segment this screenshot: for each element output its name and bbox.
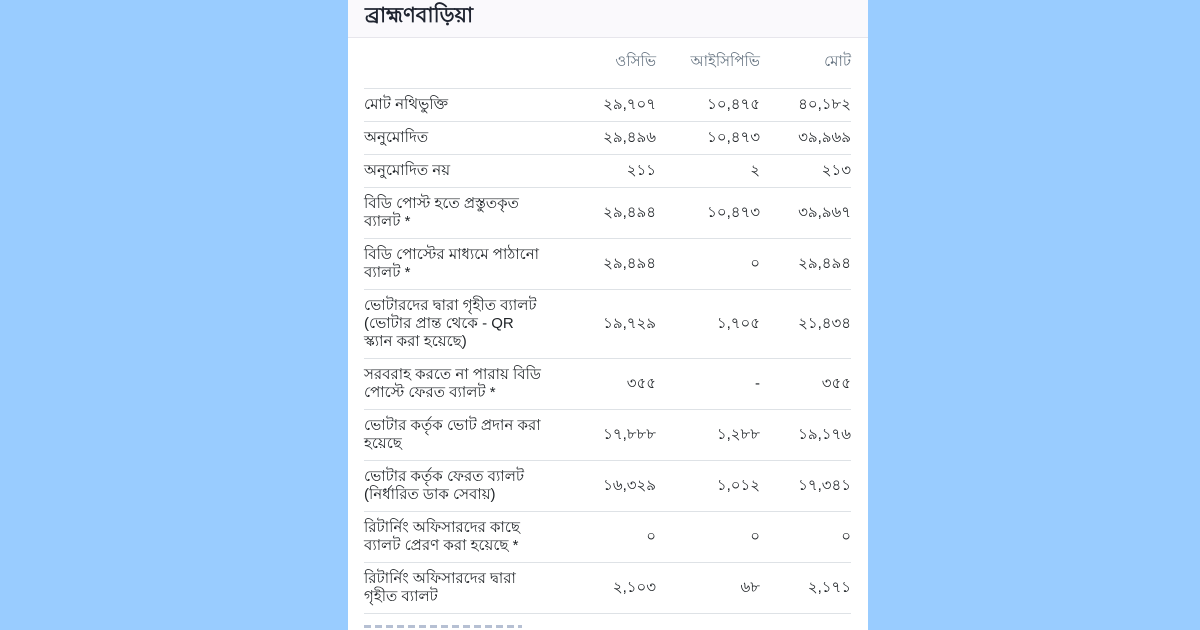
table-body: মোট নথিভুক্তি ২৯,৭০৭ ১০,৪৭৫ ৪০,১৮২ অনুমো… <box>364 88 851 614</box>
row-label: রিটার্নিং অফিসারদের কাছে ব্যালট প্রেরণ ক… <box>364 511 559 563</box>
cell-value-ocv: ২৯,৪৯৪ <box>559 238 656 290</box>
cell-value-icpv: ১০,৪৭৫ <box>656 88 760 122</box>
row-label: বিডি পোস্ট হতে প্রস্তুতকৃত ব্যালট * <box>364 187 559 239</box>
cell-value-ocv: ২৯,৪৯৪ <box>559 187 656 239</box>
table-row: রিটার্নিং অফিসারদের কাছে ব্যালট প্রেরণ ক… <box>364 511 851 563</box>
stats-card: ব্রাহ্মণবাড়িয়া ওসিভি আইসিপিভি মোট মোট … <box>348 0 868 630</box>
cell-value-ocv: ১৭,৮৮৮ <box>559 409 656 461</box>
cell-value-total: ২১৩ <box>760 154 851 188</box>
title-bar: ব্রাহ্মণবাড়িয়া <box>348 0 868 38</box>
cell-value-total: ১৭,৩৪১ <box>760 460 851 512</box>
table-row: অনুমোদিত ২৯,৪৯৬ ১০,৪৭৩ ৩৯,৯৬৯ <box>364 121 851 155</box>
stats-table: ওসিভি আইসিপিভি মোট মোট নথিভুক্তি ২৯,৭০৭ … <box>364 38 851 614</box>
cell-value-ocv: ২১১ <box>559 154 656 188</box>
cell-value-total: ২৯,৪৯৪ <box>760 238 851 290</box>
row-label: বিডি পোস্টের মাধ্যমে পাঠানো ব্যালট * <box>364 238 559 290</box>
cell-value-ocv: ২৯,৭০৭ <box>559 88 656 122</box>
row-label: রিটার্নিং অফিসারদের দ্বারা গৃহীত ব্যালট <box>364 562 559 614</box>
row-label: ভোটার কর্তৃক ভোট প্রদান করা হয়েছে <box>364 409 559 461</box>
cell-value-ocv: ০ <box>559 511 656 563</box>
cell-value-icpv: ০ <box>656 238 760 290</box>
row-label: অনুমোদিত <box>364 121 559 155</box>
column-header-ocv: ওসিভি <box>559 38 656 89</box>
cell-value-icpv: ১,০১২ <box>656 460 760 512</box>
cell-value-icpv: ০ <box>656 511 760 563</box>
cell-value-ocv: ১৯,৭২৯ <box>559 289 656 359</box>
cell-value-ocv: ২৯,৪৯৬ <box>559 121 656 155</box>
table-container: ওসিভি আইসিপিভি মোট মোট নথিভুক্তি ২৯,৭০৭ … <box>348 38 868 614</box>
cell-value-total: ০ <box>760 511 851 563</box>
cutoff-next-row-sliver <box>364 625 522 628</box>
cell-value-total: ৩৫৫ <box>760 358 851 410</box>
column-header-icpv: আইসিপিভি <box>656 38 760 89</box>
row-label: ভোটারদের দ্বারা গৃহীত ব্যালট (ভোটার প্রা… <box>364 289 559 359</box>
table-row: মোট নথিভুক্তি ২৯,৭০৭ ১০,৪৭৫ ৪০,১৮২ <box>364 88 851 122</box>
cell-value-ocv: ৩৫৫ <box>559 358 656 410</box>
row-label: সরবরাহ করতে না পারায় বিডি পোস্টে ফেরত ব… <box>364 358 559 410</box>
row-label: মোট নথিভুক্তি <box>364 88 559 122</box>
row-label: ভোটার কর্তৃক ফেরত ব্যালট (নির্ধারিত ডাক … <box>364 460 559 512</box>
cell-value-total: ২,১৭১ <box>760 562 851 614</box>
cell-value-total: ৪০,১৮২ <box>760 88 851 122</box>
cell-value-icpv: ৬৮ <box>656 562 760 614</box>
row-label: অনুমোদিত নয় <box>364 154 559 188</box>
table-row: বিডি পোস্ট হতে প্রস্তুতকৃত ব্যালট * ২৯,৪… <box>364 187 851 239</box>
cell-value-total: ১৯,১৭৬ <box>760 409 851 461</box>
cell-value-total: ২১,৪৩৪ <box>760 289 851 359</box>
table-row: বিডি পোস্টের মাধ্যমে পাঠানো ব্যালট * ২৯,… <box>364 238 851 290</box>
table-row: রিটার্নিং অফিসারদের দ্বারা গৃহীত ব্যালট … <box>364 562 851 614</box>
cell-value-icpv: ১,৭০৫ <box>656 289 760 359</box>
table-row: ভোটার কর্তৃক ভোট প্রদান করা হয়েছে ১৭,৮৮… <box>364 409 851 461</box>
cell-value-ocv: ২,১০৩ <box>559 562 656 614</box>
column-header-empty <box>364 38 559 89</box>
cell-value-total: ৩৯,৯৬৭ <box>760 187 851 239</box>
page-title: ব্রাহ্মণবাড়িয়া <box>365 4 474 27</box>
table-row: অনুমোদিত নয় ২১১ ২ ২১৩ <box>364 154 851 188</box>
cell-value-icpv: ১০,৪৭৩ <box>656 187 760 239</box>
cell-value-ocv: ১৬,৩২৯ <box>559 460 656 512</box>
table-row: ভোটারদের দ্বারা গৃহীত ব্যালট (ভোটার প্রা… <box>364 289 851 359</box>
table-row: ভোটার কর্তৃক ফেরত ব্যালট (নির্ধারিত ডাক … <box>364 460 851 512</box>
cell-value-icpv: ১০,৪৭৩ <box>656 121 760 155</box>
cell-value-icpv: - <box>656 358 760 410</box>
cell-value-icpv: ১,২৮৮ <box>656 409 760 461</box>
cell-value-total: ৩৯,৯৬৯ <box>760 121 851 155</box>
table-header-row: ওসিভি আইসিপিভি মোট <box>364 38 851 89</box>
cell-value-icpv: ২ <box>656 154 760 188</box>
table-row: সরবরাহ করতে না পারায় বিডি পোস্টে ফেরত ব… <box>364 358 851 410</box>
column-header-total: মোট <box>760 38 851 89</box>
